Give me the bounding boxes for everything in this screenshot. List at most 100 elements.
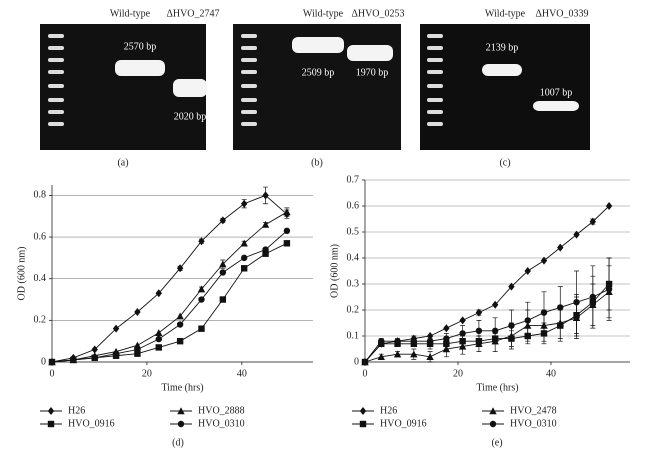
ladder-band: [427, 34, 443, 38]
marker: [475, 308, 483, 317]
y-tick-label: 0.5: [347, 226, 360, 237]
marker: [219, 216, 227, 225]
lane-label: ΔHVO_0339: [535, 8, 588, 19]
marker: [283, 208, 291, 216]
marker: [489, 420, 497, 428]
legend-label: HVO_2888: [198, 405, 245, 416]
marker: [394, 338, 401, 345]
marker: [443, 324, 450, 333]
ladder-band: [427, 58, 443, 62]
marker: [240, 239, 248, 247]
marker: [70, 356, 77, 364]
marker: [426, 338, 434, 345]
marker: [393, 350, 402, 358]
y-tick-label: 0.3: [347, 278, 360, 289]
ladder-band: [241, 98, 257, 102]
marker: [589, 217, 597, 226]
ladder-band: [427, 70, 443, 74]
x-tick-label: 20: [142, 368, 152, 379]
marker: [262, 250, 269, 257]
marker: [426, 353, 434, 360]
ladder-band: [48, 98, 64, 102]
y-tick-label: 0.2: [34, 315, 47, 326]
marker: [261, 220, 270, 228]
y-tick-label: 0.4: [34, 273, 47, 284]
y-tick-label: 0.4: [347, 252, 360, 263]
series-line: [51, 194, 288, 363]
marker: [112, 324, 120, 333]
y-tick-label: 0: [41, 356, 46, 367]
marker: [378, 338, 385, 345]
ladder-band: [241, 122, 257, 126]
marker: [134, 308, 141, 317]
caption: (d): [172, 437, 184, 448]
caption: (e): [491, 437, 502, 448]
dna-band: [173, 79, 207, 97]
marker: [47, 420, 55, 428]
band-size: 2570 bp: [124, 41, 157, 52]
marker: [410, 338, 418, 345]
marker: [240, 254, 248, 262]
marker: [47, 407, 55, 415]
marker: [177, 420, 185, 428]
marker: [524, 267, 531, 275]
marker: [573, 299, 580, 306]
legend-label: HVO_0310: [510, 418, 557, 429]
legend-label: HVO_0916: [380, 418, 427, 429]
dna-band: [115, 60, 165, 76]
marker: [91, 354, 98, 362]
y-tick-label: 0.8: [34, 190, 47, 201]
marker: [176, 337, 184, 345]
x-tick-label: 40: [237, 368, 247, 379]
marker: [475, 327, 483, 334]
series-line: [51, 230, 288, 363]
series-line: [364, 288, 610, 363]
marker: [377, 353, 385, 360]
y-axis-label: OD (600 nm): [16, 247, 27, 301]
marker: [359, 407, 367, 415]
ladder-band: [48, 110, 64, 114]
ladder-band: [427, 84, 443, 88]
marker: [508, 322, 515, 329]
marker: [605, 202, 613, 210]
band-size: 2020 bp: [174, 111, 207, 122]
x-axis-label: Time (hrs): [476, 382, 518, 393]
marker: [491, 327, 499, 334]
ladder-band: [48, 58, 64, 62]
gel-c: [420, 24, 590, 150]
ladder-band: [48, 46, 64, 50]
marker: [240, 265, 248, 272]
marker: [155, 329, 163, 337]
marker: [240, 199, 248, 208]
x-tick-label: 0: [363, 368, 368, 379]
band-size: 2139 bp: [486, 42, 519, 53]
ladder-band: [48, 84, 64, 88]
series-line: [51, 242, 288, 363]
y-tick-label: 0.6: [34, 231, 47, 242]
marker: [176, 321, 184, 328]
marker: [508, 282, 515, 291]
series-line: [364, 283, 610, 363]
legend-label: HVO_0310: [198, 418, 245, 429]
marker: [177, 407, 185, 415]
ladder-band: [241, 34, 257, 38]
marker: [262, 246, 269, 253]
x-tick-label: 20: [453, 368, 463, 379]
marker: [283, 227, 291, 235]
marker: [442, 345, 451, 353]
marker: [219, 260, 227, 268]
ladder-band: [241, 110, 257, 114]
lane-label: Wild-type: [303, 8, 344, 19]
marker: [443, 335, 450, 342]
ladder-band: [241, 70, 257, 74]
ladder-band: [241, 58, 257, 62]
ladder-band: [427, 46, 443, 50]
series-line: [364, 205, 610, 363]
dna-band: [533, 101, 579, 111]
series-line: [364, 291, 610, 363]
y-tick-label: 0: [354, 356, 359, 367]
x-tick-label: 0: [50, 368, 55, 379]
dna-band: [292, 37, 344, 53]
marker: [219, 269, 227, 276]
ladder-band: [241, 84, 257, 88]
